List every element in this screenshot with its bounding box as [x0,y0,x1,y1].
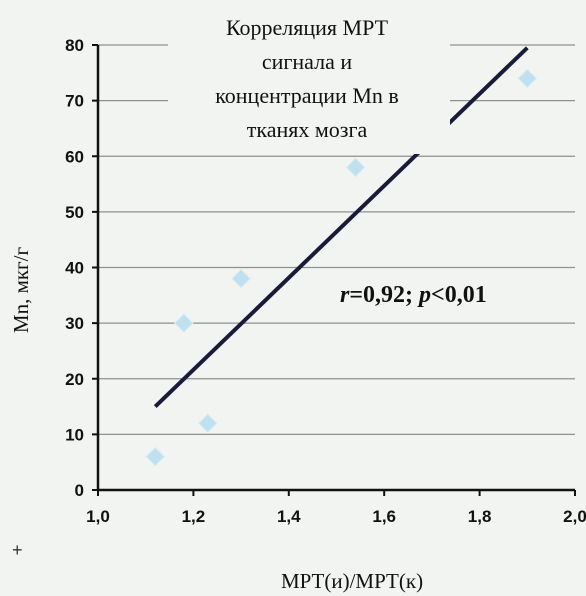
data-point [231,268,251,289]
x-tick-label: 1,4 [277,507,301,526]
x-tick-label: 1,2 [182,507,206,526]
points-layer [145,68,538,467]
y-tick-label: 80 [65,36,84,55]
chart-title-line: концентрации Mn в [215,83,399,108]
x-tick-label: 2,0 [563,507,586,526]
y-tick-label: 10 [65,425,84,444]
annotation-p-value: <0,01 [431,282,487,308]
annotation-p: p [417,282,431,308]
chart-title: Корреляция МРТ сигнала и концентрации Mn в… [168,6,450,154]
chart-title-line: тканях мозга [247,117,368,142]
data-point [517,68,538,89]
y-tick-label: 20 [65,370,84,389]
data-point [145,446,165,467]
y-tick-label: 40 [65,259,84,278]
title-background [168,6,450,154]
annotation: r=0,92; p<0,01 [340,282,487,308]
y-tick-label: 70 [65,92,84,111]
y-tick-label: 0 [75,481,84,500]
y-tick-label: 50 [65,203,84,222]
trendline [153,46,529,409]
corner-mark: + [12,540,23,560]
x-tick-label: 1,8 [468,507,492,526]
chart-title-line: Корреляция МРТ [226,15,389,40]
y-tick-label: 30 [65,314,84,333]
annotation-r: r [340,282,350,308]
axis-layer: 0 10 20 30 40 50 60 70 80 1,0 1,2 1,4 1,6 1,8 2,0 [65,36,586,526]
data-point [345,157,366,178]
chart-title-line: сигнала и [262,49,353,74]
data-point [198,413,218,433]
x-axis-label: МРТ(и)/МРТ(к) [281,569,423,593]
trendline-layer [153,46,529,409]
y-axis-label: Mn, мкг/г [9,247,33,334]
data-point [174,313,194,333]
x-tick-label: 1,6 [372,507,396,526]
x-tick-label: 1,0 [86,507,110,526]
annotation-r-value: =0,92; [349,282,419,308]
y-tick-label: 60 [65,147,84,166]
